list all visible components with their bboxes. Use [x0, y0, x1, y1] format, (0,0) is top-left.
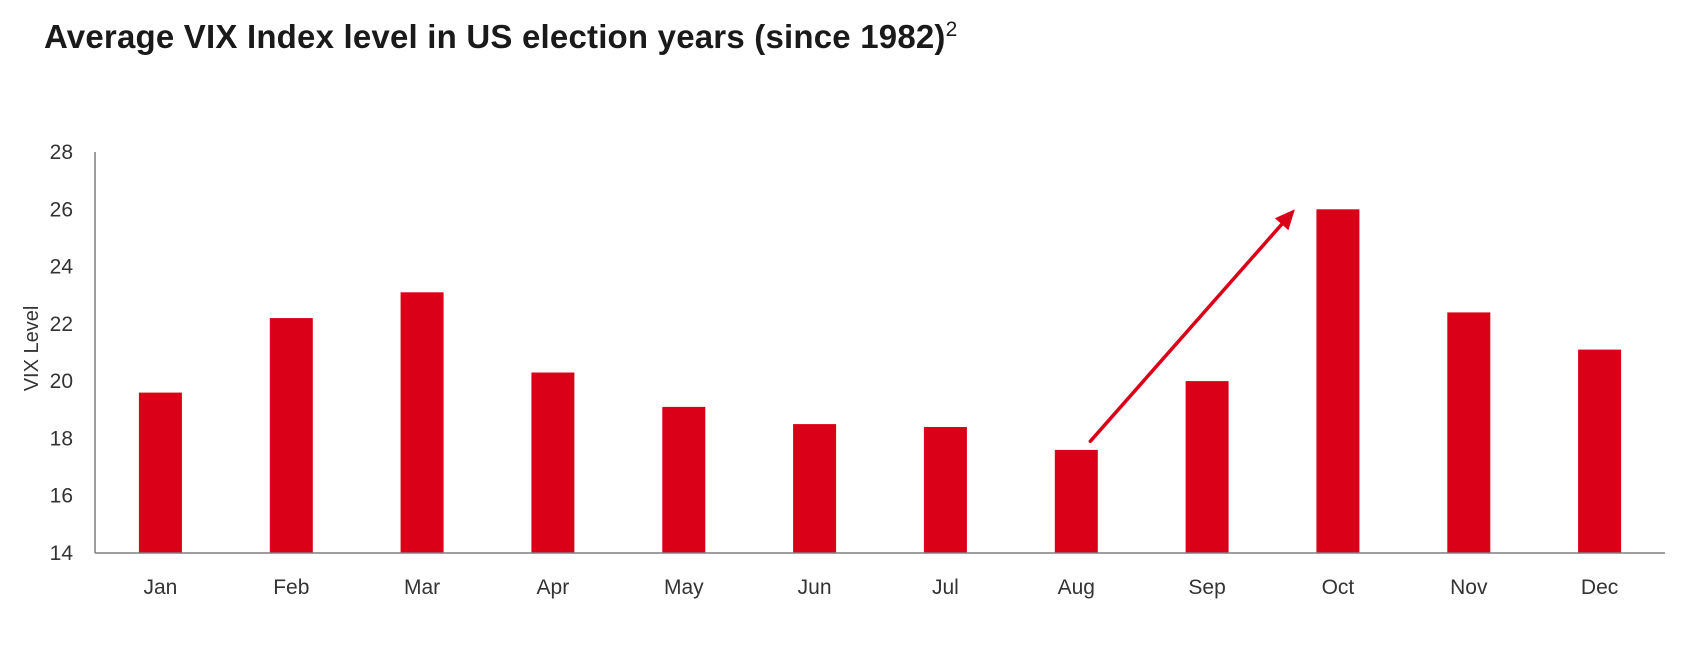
bar-feb	[269, 318, 313, 553]
x-tick-label: Feb	[273, 576, 309, 599]
y-tick-label: 16	[50, 485, 73, 508]
y-tick-labels: 14 16 18 20 22 24 26 28	[50, 141, 74, 565]
y-tick-label: 26	[50, 198, 73, 221]
y-tick-label: 18	[50, 427, 73, 450]
bar-jan	[138, 392, 182, 553]
bar-may	[662, 406, 706, 553]
x-tick-label: Mar	[404, 576, 440, 599]
y-tick-label: 28	[50, 141, 73, 164]
chart-title: Average VIX Index level in US election y…	[44, 18, 958, 56]
bar-jun	[793, 424, 837, 553]
x-tick-label: Nov	[1450, 576, 1488, 599]
bar-aug	[1054, 449, 1098, 553]
y-tick-label: 14	[50, 542, 74, 565]
trend-arrow-head	[1274, 209, 1295, 231]
x-tick-label: Jul	[932, 576, 959, 599]
chart-title-footnote: 2	[945, 18, 958, 41]
y-axis-label: VIX Level	[21, 306, 43, 392]
bar-apr	[531, 372, 575, 553]
x-tick-label: Jan	[143, 576, 177, 599]
x-tick-label: Dec	[1581, 576, 1618, 599]
x-tick-label: Jun	[798, 576, 832, 599]
x-tick-labels: Jan Feb Mar Apr May Jun Jul Aug Sep Oct Nov Dec	[143, 576, 1618, 599]
bars-group	[138, 209, 1622, 554]
y-tick-label: 24	[50, 256, 74, 279]
bar-oct	[1316, 209, 1360, 554]
x-tick-label: Apr	[537, 576, 570, 599]
bar-nov	[1447, 312, 1491, 553]
x-tick-label: Sep	[1188, 576, 1225, 599]
y-tick-label: 22	[50, 313, 73, 336]
bar-mar	[400, 292, 444, 553]
x-tick-label: Aug	[1058, 576, 1095, 599]
bar-jul	[923, 427, 967, 553]
trend-arrow-line	[1088, 222, 1284, 444]
x-tick-label: May	[664, 576, 704, 599]
bar-dec	[1578, 349, 1622, 553]
annotation-group	[1088, 209, 1295, 444]
y-tick-label: 20	[50, 370, 73, 393]
bar-sep	[1185, 381, 1229, 553]
x-tick-label: Oct	[1322, 576, 1355, 599]
chart-title-text: Average VIX Index level in US election y…	[44, 18, 946, 55]
